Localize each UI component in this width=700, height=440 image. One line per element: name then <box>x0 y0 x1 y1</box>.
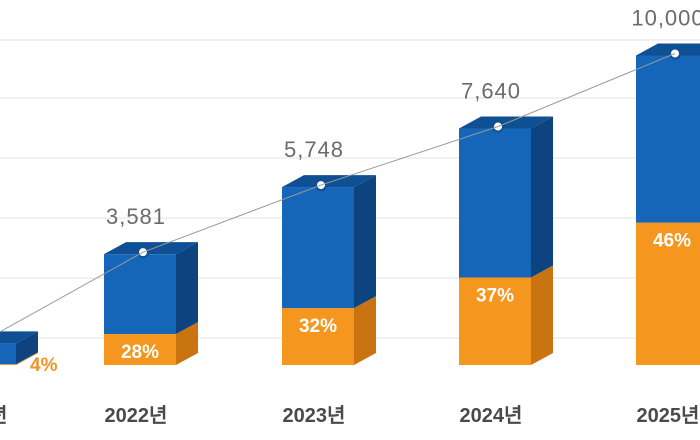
bar-total-segment <box>104 254 176 334</box>
bar-total-side <box>531 116 553 278</box>
bar-total-side <box>16 331 38 365</box>
category-label: 2022년 <box>105 404 168 427</box>
bars <box>0 43 700 365</box>
bar-share-side <box>176 321 198 365</box>
bar-0 <box>0 331 38 365</box>
share-percent-label: 28% <box>121 342 159 363</box>
bar-top-face <box>282 175 376 188</box>
labels: 4% 2021년 3,581 28% 2022년 5,748 32% 2023년 7,640 37… <box>0 5 700 427</box>
bar-share-side <box>531 265 553 365</box>
bar-share-side <box>354 296 376 365</box>
bar-share-segment <box>282 308 354 365</box>
share-percent-label: 46% <box>653 231 691 252</box>
bar-2 <box>282 175 376 365</box>
category-label: 2021년 <box>0 404 7 427</box>
category-label: 2023년 <box>283 404 346 427</box>
bar-top-face <box>0 331 38 344</box>
category-label: 2024년 <box>460 404 523 427</box>
total-value-label: 5,748 <box>284 137 344 162</box>
bar-total-segment <box>282 187 354 309</box>
bar-1 <box>104 242 198 365</box>
bar-total-segment <box>0 343 16 365</box>
share-percent-label: 37% <box>476 286 514 307</box>
bar-3 <box>459 116 553 365</box>
bar-total-segment <box>636 55 700 223</box>
share-percent-label: 32% <box>299 316 337 337</box>
bar-share-segment <box>636 222 700 365</box>
bar-total-segment <box>459 128 531 278</box>
share-percent-label: 4% <box>30 355 58 376</box>
bar-top-face <box>459 116 553 129</box>
bar-total-side <box>354 175 376 309</box>
trend-line <box>0 53 676 333</box>
bar-share-segment <box>459 277 531 365</box>
trend-polyline <box>0 53 676 333</box>
category-label: 2025년 <box>637 404 700 427</box>
bar-4 <box>636 43 700 365</box>
bar-share-side <box>16 352 38 365</box>
bar-top-face <box>104 242 198 255</box>
bar-top-face <box>636 43 700 56</box>
bar-total-side <box>176 242 198 334</box>
total-value-label: 3,581 <box>106 204 166 229</box>
bar-share-segment <box>0 364 16 365</box>
bar-share-segment <box>104 333 176 365</box>
total-value-label: 10,000 <box>631 5 700 30</box>
total-value-label: 7,640 <box>461 79 521 104</box>
